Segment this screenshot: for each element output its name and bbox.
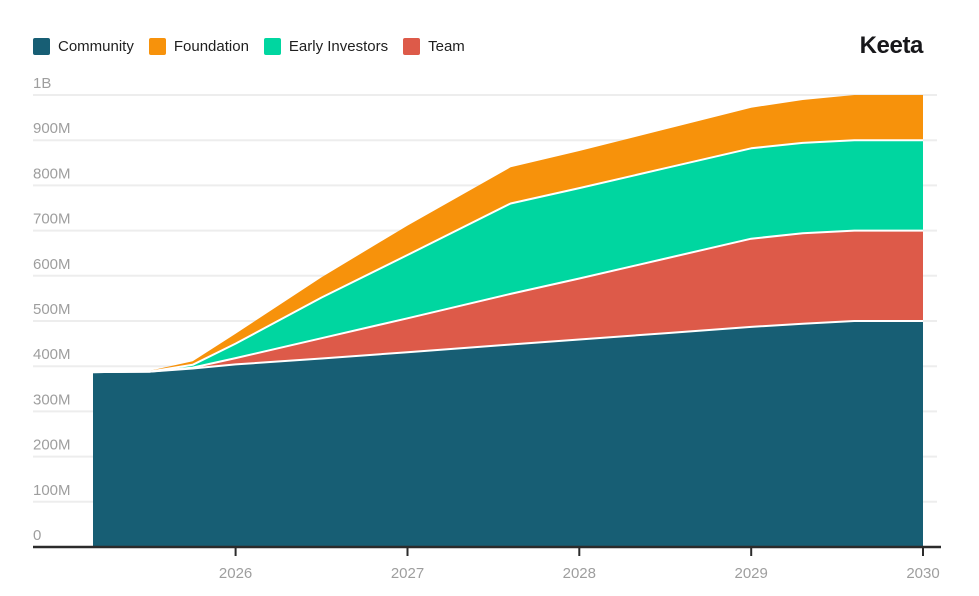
legend-item-team[interactable]: Team	[403, 38, 465, 55]
community-swatch-icon	[33, 38, 50, 55]
area-community	[93, 321, 923, 547]
legend-label-foundation: Foundation	[173, 38, 249, 55]
area-foundation	[93, 95, 923, 373]
y-axis-label-1b: 1B	[33, 75, 51, 92]
x-axis-label-2030: 2030	[906, 565, 939, 582]
area-team	[93, 230, 923, 373]
legend-label-community: Community	[58, 38, 134, 55]
legend-label-team: Team	[428, 38, 465, 55]
area-early-investors	[93, 140, 923, 373]
y-axis-label-0: 0	[33, 527, 41, 544]
y-axis-label-500m: 500M	[33, 301, 71, 318]
y-axis-label-700m: 700M	[33, 211, 71, 228]
y-axis-label-800m: 800M	[33, 165, 71, 182]
y-axis-label-300m: 300M	[33, 391, 71, 408]
x-axis-label-2029: 2029	[735, 565, 768, 582]
separator-team	[92, 229, 923, 374]
y-axis-label-400m: 400M	[33, 346, 71, 363]
y-axis-label-100m: 100M	[33, 482, 71, 499]
separator-early-investors	[92, 139, 923, 374]
legend-item-early-investors[interactable]: Early Investors	[263, 38, 389, 55]
foundation-swatch-icon	[148, 38, 166, 55]
early-investors-swatch-icon	[263, 38, 281, 55]
x-axis-label-2026: 2026	[219, 565, 252, 582]
legend-item-foundation[interactable]: Foundation	[148, 38, 249, 55]
chart-legend: Community Foundation Early Investors Tea…	[33, 38, 465, 55]
x-axis-label-2027: 2027	[391, 565, 424, 582]
legend-label-early-investors: Early Investors	[288, 38, 389, 55]
y-axis-label-600m: 600M	[33, 256, 71, 273]
team-swatch-icon	[403, 38, 421, 55]
x-axis-label-2028: 2028	[563, 565, 596, 582]
y-axis-label-200m: 200M	[33, 437, 71, 454]
legend-item-community[interactable]: Community	[33, 38, 134, 55]
y-axis-label-900m: 900M	[33, 120, 71, 137]
keeta-logo: Keeta	[859, 32, 924, 59]
